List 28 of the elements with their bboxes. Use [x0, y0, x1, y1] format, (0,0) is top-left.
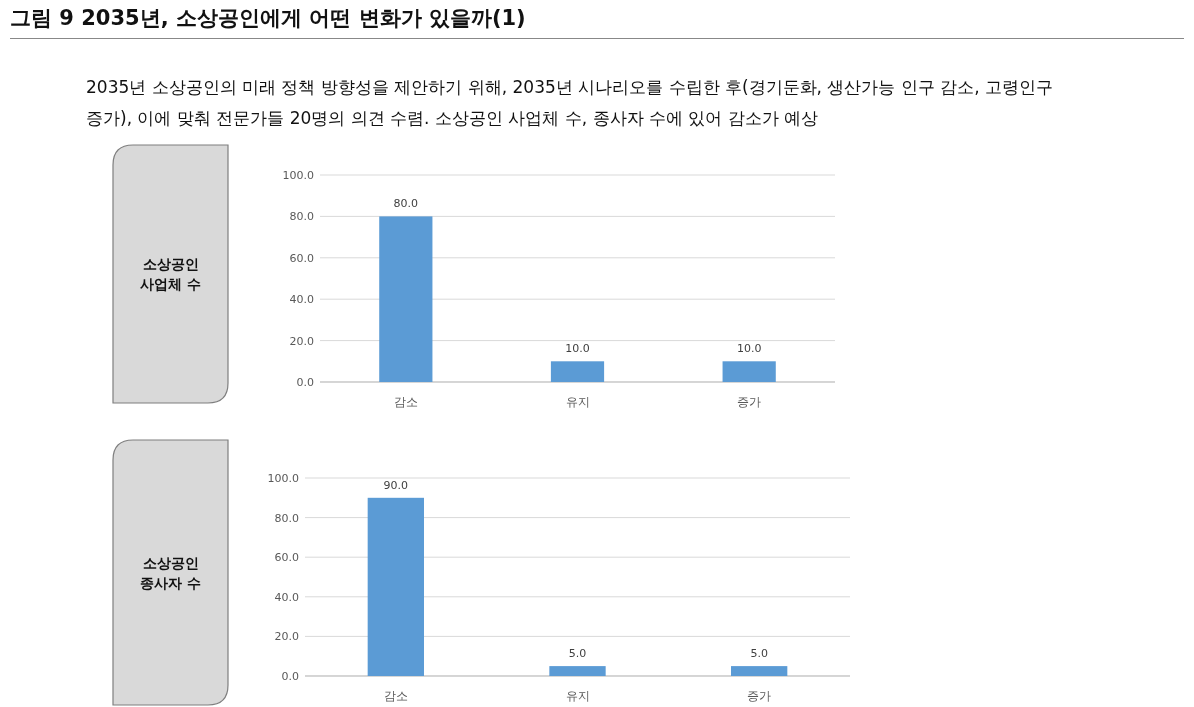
- y-tick-label: 100.0: [267, 472, 299, 485]
- data-label: 5.0: [568, 647, 587, 661]
- y-axis-title: 소상공인 사업체 수: [140, 256, 201, 292]
- x-tick-label: 증가: [737, 395, 762, 409]
- y-tick-label: 80.0: [289, 210, 314, 224]
- y-tick-label: 20.0: [289, 334, 314, 348]
- data-label: 5.0: [750, 647, 768, 661]
- x-tick-label: 유지: [565, 395, 590, 409]
- y-tick-label: 60.0: [289, 251, 314, 265]
- x-tick-label: 감소: [383, 689, 408, 703]
- y-tick-label: 20.0: [274, 630, 299, 644]
- data-label: 10.0: [565, 342, 590, 356]
- chart-title: 그림 9 2035년, 소상공인에게 어떤 변화가 있을까(1): [10, 4, 1184, 39]
- y-tick-label: 100.0: [282, 169, 314, 182]
- y-tick-label: 60.0: [274, 551, 299, 565]
- data-label: 90.0: [383, 478, 409, 492]
- chart-subtitle: 2035년 소상공인의 미래 정책 방향성을 제안하기 위해, 2035년 시나리오를 수립한 후(경기둔화, 생산가능 인구 감소, 고령인구 증가), 이에 맞춰 전문가들 20명의 의견 수렴. 소상공인 사업체 수, 종사자 수에 있어 감소가 예상: [86, 76, 1055, 130]
- x-tick-label: 유지: [565, 689, 590, 703]
- y-tick-label: 40.0: [289, 293, 314, 307]
- y-tick-label: 80.0: [274, 511, 299, 525]
- y-axis-title: 소상공인 종사자 수: [140, 554, 201, 591]
- data-label: 80.0: [393, 197, 419, 211]
- x-tick-label: 감소: [393, 395, 418, 409]
- data-label: 10.0: [736, 342, 762, 356]
- x-tick-label: 증가: [747, 689, 772, 703]
- y-tick-label: 0.0: [296, 376, 314, 389]
- y-tick-label: 0.0: [281, 670, 299, 683]
- y-tick-label: 40.0: [274, 590, 299, 604]
